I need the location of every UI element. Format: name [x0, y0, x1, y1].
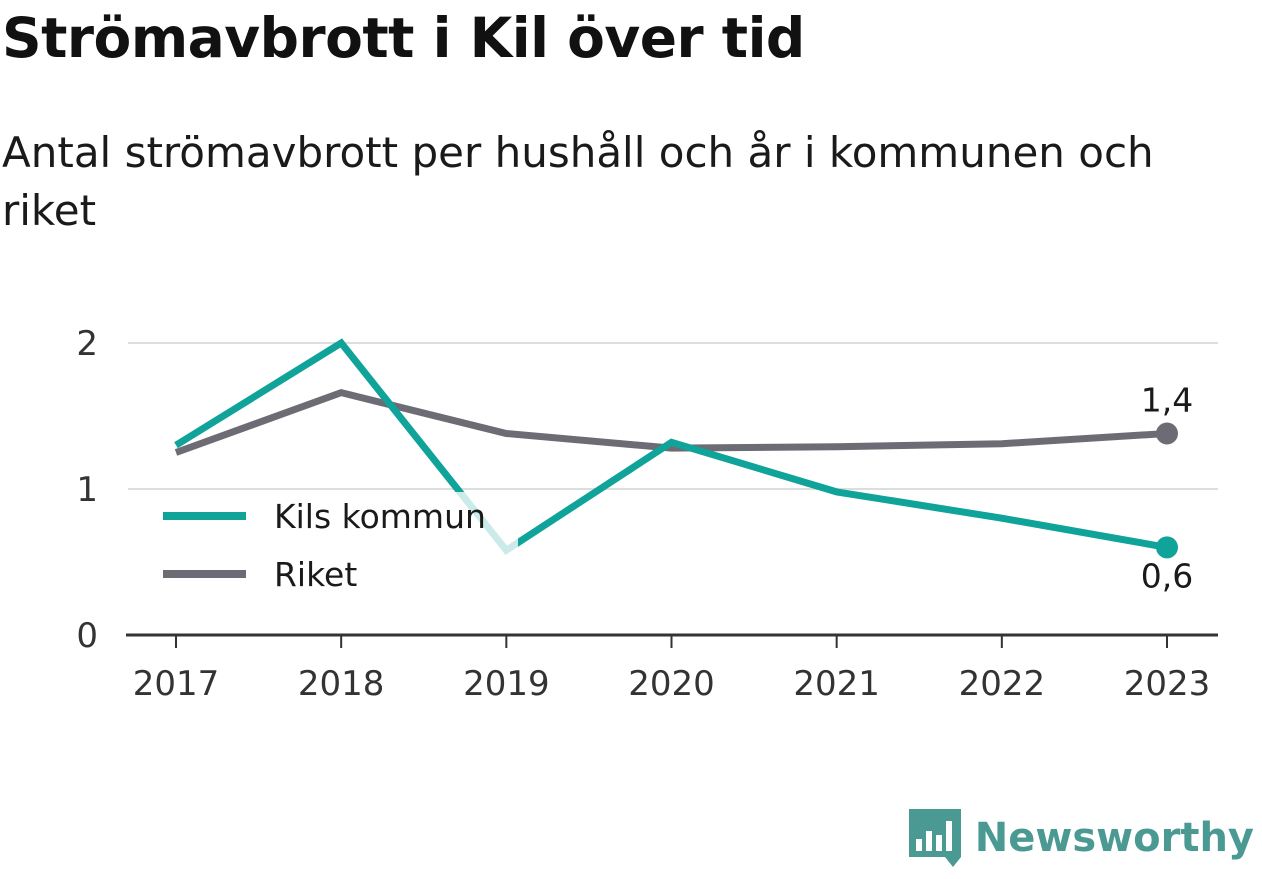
series-lines: [174, 338, 1168, 555]
x-tick-label: 2023: [1124, 664, 1211, 704]
x-tick-label: 2021: [793, 664, 880, 704]
y-tick-label: 2: [76, 324, 98, 364]
y-tick-label: 0: [76, 616, 98, 656]
newsworthy-logo-icon: [908, 809, 961, 867]
brand-logo: Newsworthy: [908, 809, 1254, 867]
x-axis: 2017 2018 2019 2020 2021 2022 2023: [126, 633, 1218, 704]
end-markers: [1156, 422, 1178, 559]
x-tick-label: 2018: [298, 664, 385, 704]
brand-name: Newsworthy: [974, 815, 1254, 861]
y-axis-tick-labels: 0 1 2: [76, 324, 98, 656]
x-tick-label: 2022: [959, 664, 1046, 704]
series-line: [174, 338, 1168, 555]
legend-label: Riket: [274, 555, 357, 594]
gridlines: [128, 342, 1218, 490]
series-line: [174, 388, 1168, 456]
data-labels: 0,6 1,4: [1141, 381, 1193, 596]
x-tick-label: 2019: [463, 664, 550, 704]
chart-subtitle: Antal strömavbrott per hushåll och år i …: [2, 128, 1154, 235]
chart-title: Strömavbrott i Kil över tid: [2, 6, 805, 70]
x-tick-label: 2020: [628, 664, 715, 704]
legend: Kils kommun Riket: [150, 492, 518, 612]
data-label: 1,4: [1141, 381, 1193, 420]
end-marker: [1156, 422, 1178, 445]
x-tick-label: 2017: [133, 664, 220, 704]
legend-label: Kils kommun: [274, 497, 486, 536]
data-label: 0,6: [1141, 556, 1193, 595]
y-tick-label: 1: [76, 470, 98, 510]
end-marker: [1156, 536, 1178, 559]
